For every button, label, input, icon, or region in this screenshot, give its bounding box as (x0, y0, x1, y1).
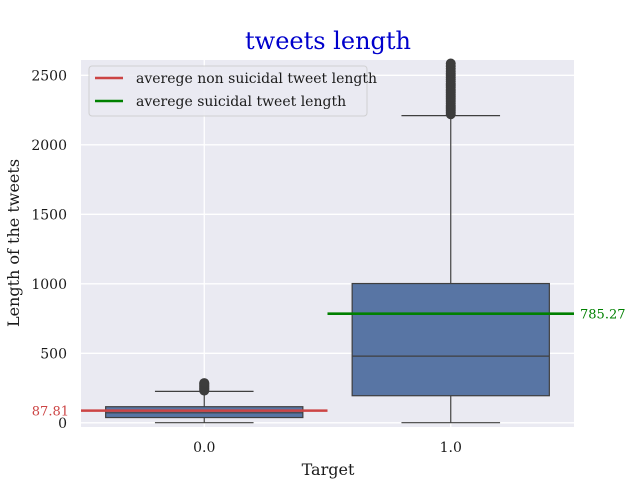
outlier-point (199, 378, 210, 389)
box-1.0 (351, 58, 550, 424)
x-axis-ticks: 0.0 1.0 (193, 440, 462, 456)
y-tick-label: 0 (58, 416, 67, 432)
box-iqr (351, 282, 550, 397)
box-iqr (105, 406, 304, 419)
y-tick-label: 1500 (31, 207, 67, 223)
legend-box (88, 65, 368, 117)
outlier-point (445, 58, 456, 69)
chart-title: tweets length (245, 27, 411, 55)
y-tick-label: 500 (40, 346, 67, 362)
x-axis-label: Target (302, 460, 355, 479)
legend-entry: averege non suicidal tweet length (136, 71, 377, 87)
y-tick-label: 1000 (31, 277, 67, 293)
boxes (105, 58, 550, 424)
box-0.0 (105, 378, 304, 424)
legend: averege non suicidal tweet length averege… (88, 65, 377, 117)
legend-entry: averege suicidal tweet length (136, 94, 346, 110)
y-tick-label: 2000 (31, 138, 67, 154)
mean-value-label: 785.27 (580, 308, 626, 323)
x-tick-label: 0.0 (193, 440, 215, 456)
y-axis-ticks: 0 500 1000 1500 2000 2500 (31, 68, 67, 432)
mean-value-label: 87.81 (32, 405, 69, 420)
y-tick-label: 2500 (31, 68, 67, 84)
mean-lines: 87.81 785.27 (32, 308, 626, 420)
x-tick-label: 1.0 (440, 440, 462, 456)
y-axis-label: Length of the tweets (4, 159, 23, 327)
